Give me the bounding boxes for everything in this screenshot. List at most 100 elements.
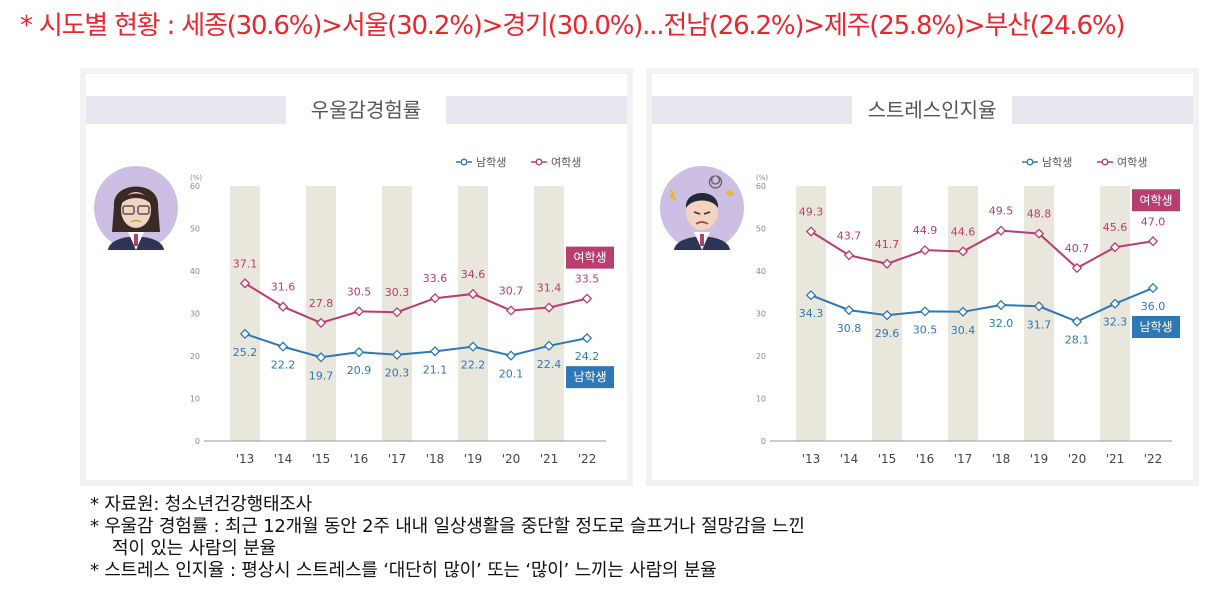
data-label: 30.5	[913, 323, 938, 336]
data-label: 40.7	[1065, 242, 1090, 255]
y-axis-unit: (%)	[756, 174, 768, 182]
data-point	[353, 306, 365, 317]
data-point	[1109, 298, 1121, 309]
data-label: 21.1	[423, 363, 448, 376]
data-point	[1147, 236, 1159, 247]
series-end-badge	[1132, 316, 1180, 338]
y-axis-unit: (%)	[190, 174, 202, 182]
data-label: 28.1	[1065, 334, 1090, 347]
data-point	[1033, 228, 1045, 239]
data-label: 19.7	[309, 369, 334, 382]
data-label: 20.1	[499, 368, 524, 381]
series-end-badge	[566, 366, 614, 389]
data-label: 43.7	[837, 229, 862, 242]
data-point	[277, 341, 289, 352]
data-label: 33.5	[575, 273, 600, 286]
column-band	[230, 186, 260, 441]
series-line-1	[810, 229, 1154, 270]
data-label: 45.6	[1103, 221, 1128, 234]
x-tick-label: '21	[540, 452, 559, 466]
data-label: 22.4	[537, 358, 562, 371]
data-point	[995, 225, 1007, 236]
stress-chart-panel: 스트레스인지율 0 10 20 30 40 50 60 (%) '13 '14 '15 '16 '17 '…	[646, 68, 1199, 486]
data-point	[505, 350, 517, 361]
data-label: 30.5	[347, 285, 372, 298]
x-tick-label: '13	[802, 452, 821, 466]
footnotes: * 자료원: 청소년건강행태조사 * 우울감 경험률 : 최근 12개월 동안 …	[90, 494, 1210, 582]
y-tick-label: 0	[761, 437, 766, 446]
y-tick-label: 10	[756, 395, 766, 404]
legend-marker	[535, 158, 543, 166]
footnote: * 스트레스 인지율 : 평상시 스트레스를 ‘대단히 많이’ 또는 ‘많이’ …	[90, 560, 717, 581]
y-tick-label: 20	[190, 352, 200, 361]
data-point	[581, 332, 593, 344]
x-tick-label: '19	[1030, 452, 1049, 466]
data-point	[995, 299, 1007, 311]
data-label: 41.7	[875, 238, 900, 251]
series-end-label: 여학생	[573, 251, 606, 265]
data-point	[805, 290, 817, 301]
data-label: 49.5	[989, 205, 1014, 218]
series-end-badge	[566, 246, 614, 269]
x-tick-label: '15	[312, 452, 331, 466]
legend-marker	[1026, 158, 1034, 166]
x-tick-label: '16	[350, 452, 369, 466]
depression-chart-panel: 우울감경험률 0 10 20 30 40 50 60 (%) '13 '14 '15 '16 '17 '1…	[80, 68, 633, 486]
data-point	[1109, 242, 1121, 253]
data-label: 36.0	[1141, 300, 1166, 313]
data-point	[239, 278, 251, 289]
data-label: 34.3	[799, 307, 824, 320]
data-point	[881, 310, 893, 321]
y-tick-label: 60	[756, 182, 766, 191]
data-point	[919, 306, 931, 317]
data-label: 37.1	[233, 257, 258, 270]
footnote: 적이 있는 사람의 분율	[112, 538, 276, 559]
series-end-label: 여학생	[1139, 193, 1172, 207]
data-point	[543, 340, 555, 351]
series-line-0	[810, 287, 1154, 323]
data-point	[919, 245, 931, 256]
data-label: 24.2	[575, 350, 600, 363]
data-point	[1071, 316, 1083, 327]
data-label: 20.3	[385, 367, 410, 380]
x-tick-label: '18	[426, 452, 445, 466]
legend-label: 여학생	[551, 156, 581, 169]
data-point	[881, 258, 893, 269]
column-band	[458, 186, 488, 441]
x-tick-label: '19	[464, 452, 483, 466]
x-tick-label: '22	[1144, 452, 1163, 466]
series-line-0	[244, 332, 588, 359]
data-point	[429, 346, 441, 357]
column-band	[1024, 186, 1054, 441]
data-label: 30.7	[499, 285, 524, 298]
data-label: 30.8	[837, 322, 862, 335]
footnote: * 우울감 경험률 : 최근 12개월 동안 2주 내내 일상생활을 중단할 정…	[90, 516, 805, 537]
data-label: 22.2	[271, 359, 296, 372]
data-label: 22.2	[461, 359, 486, 372]
legend-marker	[1101, 158, 1109, 166]
data-label: 49.3	[799, 205, 824, 218]
data-label: 31.4	[537, 282, 562, 295]
footnote: * 자료원: 청소년건강행태조사	[90, 494, 313, 515]
data-point	[467, 288, 479, 300]
data-label: 33.6	[423, 272, 448, 285]
chart-area: 우울감경험률 0 10 20 30 40 50 60 (%) '13 '14 '15 '16 '17 '1…	[86, 74, 627, 480]
x-tick-label: '14	[840, 452, 859, 466]
chart-area: 스트레스인지율 0 10 20 30 40 50 60 (%) '13 '14 '15 '16 '17 '…	[652, 74, 1193, 480]
girl-student-avatar	[94, 166, 178, 250]
data-point	[353, 347, 365, 358]
y-tick-label: 40	[190, 267, 200, 276]
series-end-label: 남학생	[1139, 320, 1172, 334]
x-tick-label: '20	[502, 452, 521, 466]
data-point	[957, 246, 969, 257]
data-label: 47.0	[1141, 215, 1166, 228]
stress-line-chart: 0 10 20 30 40 50 60(%) '13 '14 '15 '16 '17 '18 '19 '20…	[756, 156, 1180, 466]
series-line-1	[244, 282, 588, 324]
depression-line-chart: 0 10 20 30 40 50 60(%) '13 '14 '15 '16 '17 '18 '19 '20…	[190, 156, 614, 466]
column-band	[1100, 186, 1130, 441]
data-label: 29.6	[875, 327, 900, 340]
series-end-badge	[1132, 189, 1180, 212]
data-point	[1033, 301, 1045, 312]
legend-label: 여학생	[1117, 156, 1147, 169]
y-tick-label: 50	[756, 225, 766, 234]
